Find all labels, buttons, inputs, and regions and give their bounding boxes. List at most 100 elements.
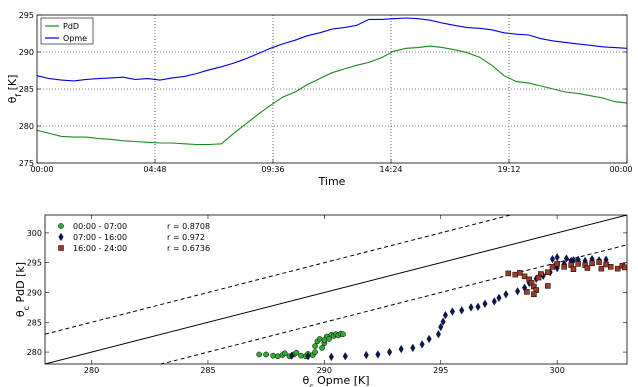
offset-line (45, 215, 513, 335)
scatter-point (312, 349, 318, 355)
scatter-point (293, 349, 300, 356)
scatter-point (435, 330, 441, 339)
scatter-point (340, 331, 346, 338)
y-tick-label: 290 (19, 48, 34, 57)
series-diamond-group (289, 253, 609, 362)
x-tick-label: 300 (550, 366, 565, 375)
scatter-point (426, 334, 432, 344)
legend-box (40, 17, 94, 45)
scatter-point (570, 266, 577, 272)
series-line-pdd (36, 45, 628, 146)
scatter-point (468, 303, 474, 312)
legend-label: Opme (63, 34, 87, 43)
scatter-point (549, 264, 556, 270)
scatter-point (442, 310, 448, 320)
legend-label: 00:00 - 07:00 (73, 222, 127, 231)
x-tick-label: 09:36 (261, 165, 284, 174)
correlation-label: r = 0.8708 (167, 222, 210, 231)
legend-marker-circle (58, 223, 64, 229)
scatter-point (363, 350, 369, 360)
scatter-point (505, 270, 512, 277)
scatter-point (256, 351, 263, 358)
scatter-point (598, 265, 605, 272)
scatter-point (584, 265, 591, 271)
y-tick-label: 285 (19, 85, 34, 94)
scatter-point (521, 273, 528, 280)
scatter-point (515, 287, 521, 296)
y-tick-label: 285 (27, 318, 42, 327)
scatter-point (312, 343, 318, 349)
y-tick-label: 295 (27, 259, 42, 268)
scatter-point (342, 352, 348, 361)
series-square-group (505, 259, 627, 298)
y-tick-label: 275 (19, 159, 34, 168)
y-tick-label: 280 (27, 348, 42, 357)
scatter-point (398, 344, 404, 354)
scatter-point (438, 322, 444, 332)
scatter-point (621, 264, 627, 271)
scatter-point (491, 297, 497, 306)
scatter-point (419, 340, 425, 349)
scatter-point (524, 289, 530, 295)
scatter-point (607, 264, 614, 270)
y-axis-label: θf [K] (6, 75, 23, 104)
scatter-point (496, 293, 502, 303)
scatter-point (517, 270, 523, 276)
scatter-point (554, 253, 560, 262)
legend-label: 16:00 - 24:00 (73, 244, 127, 253)
x-tick-label: 04:48 (143, 165, 166, 174)
x-tick-label: 00:00 (609, 165, 632, 174)
identity-line (45, 215, 627, 364)
scatter-point (449, 307, 455, 316)
scatter-point (328, 352, 334, 362)
correlation-label: r = 0.972 (167, 233, 205, 242)
scatter-point (298, 352, 304, 359)
scatter-point (459, 306, 465, 315)
y-tick-label: 295 (19, 11, 34, 20)
scatter-point (475, 302, 481, 311)
x-axis-label: Time (318, 175, 346, 188)
x-tick-label: 14:24 (379, 165, 402, 174)
y-tick-label: 280 (19, 122, 34, 131)
x-tick-label: 285 (200, 366, 215, 375)
y-axis-label: θc PdD [k] (14, 262, 31, 317)
x-tick-label: 280 (84, 366, 99, 375)
scatter-point (549, 254, 556, 264)
y-tick-label: 300 (27, 229, 42, 238)
scatter-point (270, 352, 276, 359)
legend-marker-square (58, 245, 64, 251)
scatter-point (316, 336, 323, 342)
scatter-point (289, 351, 295, 360)
legend-bottom: 00:00 - 07:00 r = 0.8708 07:00 - 16:00 r = … (58, 222, 210, 253)
scatter-point (614, 265, 621, 272)
offset-line (159, 244, 627, 364)
legend-marker-diamond (58, 232, 64, 242)
scatter-point (575, 261, 581, 267)
x-tick-label: 290 (317, 366, 332, 375)
scatter-point (319, 345, 325, 351)
scatter-point (561, 264, 567, 270)
x-axis-label: θc Opme [K] (302, 374, 369, 387)
series-line-opme (36, 17, 628, 82)
x-tick-label: 295 (433, 366, 448, 375)
legend-label: PdD (63, 22, 79, 31)
scatter-point (387, 347, 393, 357)
scatter-point (305, 352, 311, 361)
correlation-label: r = 0.6736 (167, 244, 210, 253)
scatter-point (535, 274, 542, 281)
scatter-point (554, 261, 560, 267)
legend-top: PdD Opme (40, 17, 94, 45)
scatter-point (531, 291, 537, 298)
scatter-point (589, 260, 595, 267)
y-tick-label: 290 (27, 288, 42, 297)
x-tick-label: 19:12 (497, 165, 520, 174)
plot-frame-bottom (44, 214, 628, 365)
scatter-point (545, 283, 551, 289)
legend-label: 07:00 - 16:00 (73, 233, 127, 242)
scatter-point (321, 337, 328, 344)
scatter-point (482, 299, 488, 308)
x-tick-label: 00:00 (30, 165, 53, 174)
scatter-point (281, 350, 288, 357)
scatter-point (596, 259, 602, 265)
